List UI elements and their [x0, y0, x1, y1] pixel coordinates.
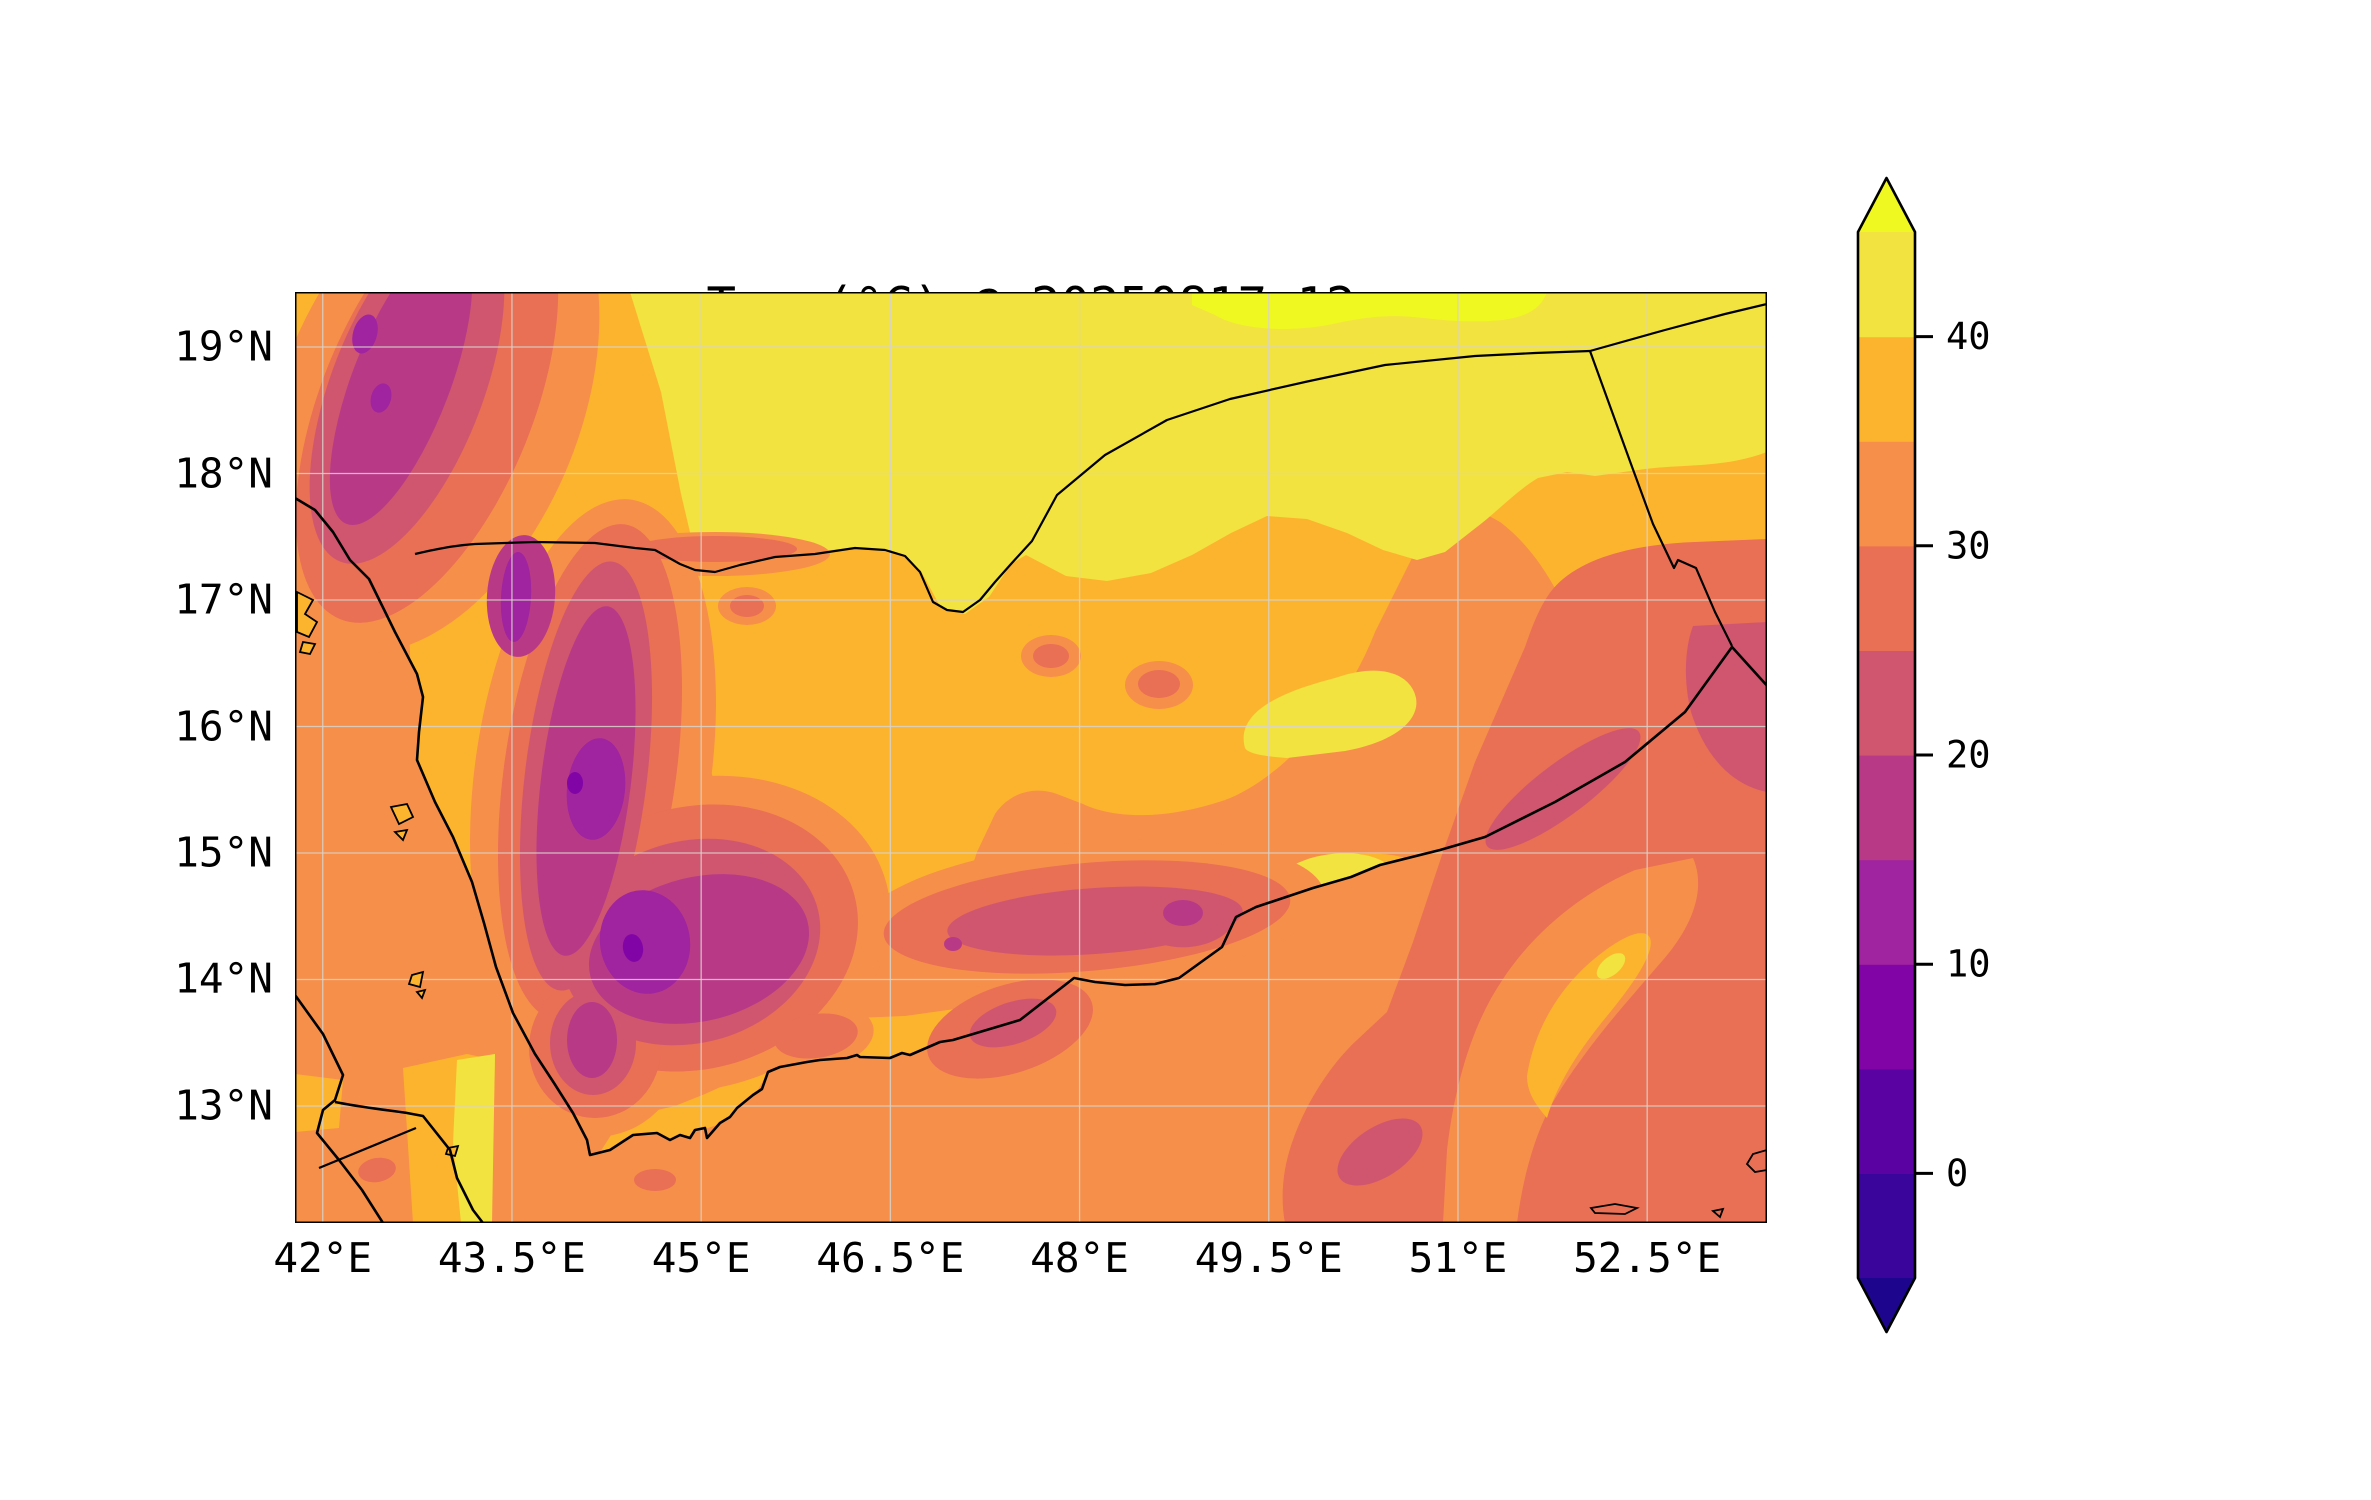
colorbar-tick-label: 40 — [1946, 315, 1991, 358]
contour-region — [622, 934, 644, 962]
colorbar: 0 10 20 30 40 — [1856, 176, 1991, 1334]
contour-region — [944, 937, 962, 951]
colorbar-segment — [1858, 755, 1915, 861]
coastline — [334, 1100, 485, 1223]
country-border — [318, 1126, 417, 1170]
colorbar-segment — [1858, 1068, 1915, 1174]
contour-region — [730, 595, 764, 617]
contour-region — [370, 383, 392, 413]
country-border — [1588, 350, 1733, 647]
colorbar-segment — [1858, 336, 1915, 442]
x-tick-label: 42°E — [273, 1234, 373, 1282]
contour-region — [1163, 900, 1203, 926]
y-tick-label: 16°N — [174, 702, 273, 750]
y-tick-label: 19°N — [174, 322, 273, 371]
country-border — [414, 302, 1767, 614]
colorbar-over-arrow — [1858, 178, 1915, 232]
colorbar-segment — [1858, 964, 1915, 1070]
coastline — [295, 994, 385, 1223]
colorbar-tick-label: 20 — [1946, 734, 1991, 777]
contour-region — [358, 1157, 396, 1183]
x-tick-label: 43.5°E — [437, 1234, 586, 1282]
contour-region — [500, 552, 532, 642]
x-tick-label: 45°E — [651, 1234, 751, 1282]
contour-region — [1485, 728, 1641, 850]
x-tick-label: 49.5°E — [1194, 1234, 1343, 1282]
island-outline — [407, 970, 425, 989]
island-outline — [1589, 1203, 1640, 1215]
contour-region — [599, 890, 691, 994]
contour-region — [329, 292, 473, 525]
contour-region — [567, 1002, 617, 1078]
contour-region — [453, 1054, 495, 1223]
colorbar-segment — [1858, 1173, 1915, 1279]
colorbar-outline — [1856, 176, 1917, 1334]
colorbar-segment — [1858, 441, 1915, 547]
contour-region — [1033, 644, 1069, 668]
contour-region — [1337, 1118, 1423, 1186]
colorbar-segment — [1858, 650, 1915, 756]
x-tick-label: 51°E — [1408, 1234, 1508, 1282]
island-outline — [1745, 1149, 1767, 1173]
colorbar-segment — [1858, 232, 1915, 338]
y-tick-label: 13°N — [174, 1081, 273, 1130]
contour-region — [633, 536, 797, 562]
island-outline — [296, 590, 319, 639]
y-tick-label: 14°N — [174, 954, 273, 1003]
y-tick-label: 15°N — [174, 828, 273, 877]
coastline — [295, 496, 1767, 1157]
island-outline — [393, 828, 409, 842]
contour-region — [295, 1074, 343, 1132]
x-tick-label: 52.5°E — [1573, 1234, 1722, 1282]
colorbar-tick-label: 10 — [1946, 943, 1991, 986]
island-outline — [298, 640, 317, 656]
contour-region — [1596, 953, 1626, 979]
contour-region — [567, 772, 583, 794]
colorbar-under-arrow — [1858, 1278, 1915, 1332]
temperature-map — [295, 292, 1767, 1223]
contour-region — [1243, 670, 1417, 758]
colorbar-tick-label: 30 — [1946, 524, 1991, 567]
colorbar-segment — [1858, 859, 1915, 965]
contour-region — [566, 738, 626, 840]
contour-region — [1138, 670, 1180, 698]
y-tick-label: 18°N — [174, 449, 273, 498]
island-outline — [1711, 1207, 1725, 1219]
contour-region — [630, 292, 1767, 614]
x-tick-label: 48°E — [1030, 1234, 1129, 1282]
contour-region — [1282, 539, 1767, 1223]
y-tick-label: 17°N — [174, 575, 273, 624]
x-tick-label: 46.5°E — [816, 1234, 965, 1282]
contour-region — [634, 1169, 676, 1191]
contour-region — [774, 1013, 858, 1059]
colorbar-segment — [1858, 545, 1915, 651]
island-outline — [415, 988, 427, 1000]
island-outline — [389, 802, 415, 826]
contour-region — [352, 314, 378, 354]
colorbar-tick-label: 0 — [1946, 1152, 1968, 1195]
